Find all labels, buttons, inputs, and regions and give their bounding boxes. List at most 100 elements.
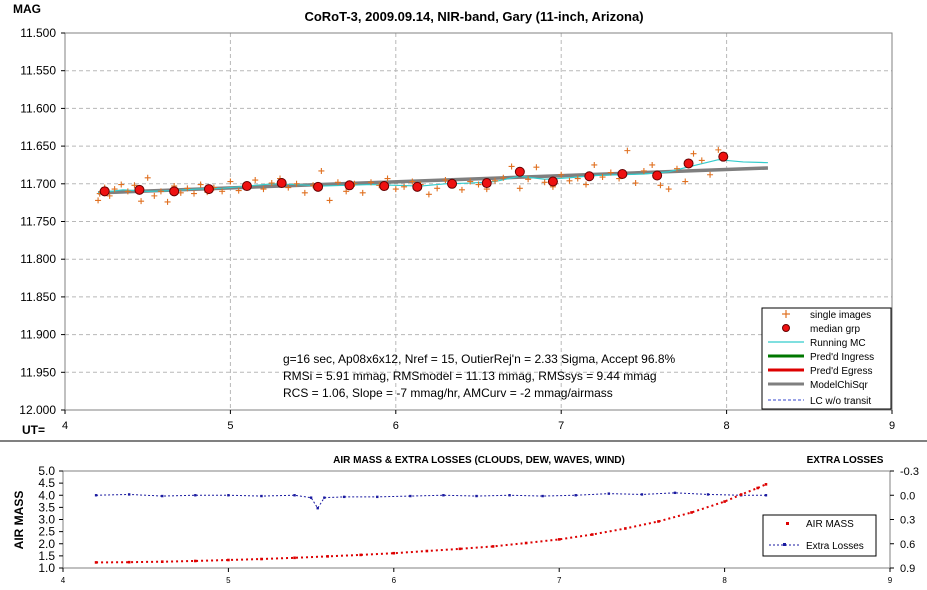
- single-image-point: [707, 171, 714, 178]
- single-image-point: [235, 187, 242, 194]
- median-group-point: [203, 184, 214, 195]
- median-group-point: [241, 181, 252, 192]
- single-image-point: [326, 197, 333, 204]
- single-image-point: [533, 164, 540, 171]
- bottom-y-tick-label: 4.0: [38, 488, 55, 502]
- extra-losses-point: [673, 491, 677, 495]
- median-group-point: [718, 151, 729, 162]
- airmass-point: [690, 511, 693, 514]
- bottom-y-ticks: 5.04.54.03.53.02.52.01.51.0: [38, 464, 63, 575]
- single-image-point: [111, 186, 118, 193]
- bottom-y-tick-label: 4.5: [38, 476, 55, 490]
- single-image-point: [293, 180, 300, 187]
- bottom-marks: [94, 483, 768, 564]
- top-y-tick-label: 11.500: [20, 26, 56, 40]
- airmass-point: [657, 520, 660, 523]
- median-group-point: [683, 158, 694, 169]
- median-group-point: [481, 178, 492, 189]
- bottom-x-tick-label: 6: [392, 576, 397, 585]
- bottom-y-tick-label: 2.0: [38, 537, 55, 551]
- legend-running-label: Running MC: [810, 338, 866, 349]
- single-image-point: [131, 182, 138, 189]
- median-group-point: [652, 170, 663, 181]
- note-line-3: RCS = 1.06, Slope = -7 mmag/hr, AMCurv =…: [283, 386, 613, 400]
- median-group-point: [584, 171, 595, 182]
- top-x-ticks: 4 5 6 7 8 9: [62, 410, 895, 432]
- single-image-point: [106, 192, 113, 199]
- single-image-point: [219, 188, 226, 195]
- single-image-point: [151, 192, 158, 199]
- airmass-point: [491, 545, 495, 548]
- top-x-tick-label: 8: [724, 420, 730, 432]
- single-image-point: [359, 189, 366, 196]
- single-image-point: [665, 186, 672, 193]
- bottom-chart-ylabel: AIR MASS: [12, 491, 26, 550]
- legend-airmass-marker: [786, 522, 789, 525]
- top-legend: single images median grp Running MC Pred…: [761, 307, 892, 410]
- top-marks: [95, 146, 769, 205]
- airmass-point: [392, 551, 396, 555]
- extra-losses-point: [574, 494, 577, 497]
- single-image-point: [640, 167, 647, 174]
- extra-losses-point: [293, 494, 296, 497]
- single-image-point: [541, 179, 548, 186]
- single-image-point: [124, 188, 131, 195]
- median-group-point: [617, 168, 628, 179]
- legend-single-marker: [782, 310, 790, 318]
- extra-losses-point: [260, 494, 263, 498]
- extra-losses-point: [640, 493, 644, 496]
- extra-losses-point: [227, 494, 230, 497]
- extra-losses-point: [161, 494, 164, 498]
- bottom-y2-tick-label: 0.3: [900, 515, 915, 527]
- top-x-tick-label: 5: [227, 420, 233, 432]
- single-image-point: [260, 186, 267, 193]
- airmass-point: [160, 560, 164, 563]
- bottom-y-tick-label: 3.0: [38, 513, 55, 527]
- bottom-y-tick-label: 1.5: [38, 549, 55, 563]
- bottom-y2-tick-label: 0.0: [900, 490, 915, 502]
- single-image-point: [434, 185, 441, 192]
- single-image-point: [138, 198, 145, 205]
- top-y-tick-label: 11.700: [20, 177, 56, 191]
- bottom-chart: AIR MASS & EXTRA LOSSES (CLOUDS, DEW, WA…: [12, 455, 919, 585]
- airmass-point: [94, 561, 98, 564]
- single-image-point: [184, 185, 191, 192]
- bottom-y2-ticks: -0.3 0.0 0.3 0.6 0.9: [890, 466, 919, 575]
- single-image-point: [367, 179, 374, 186]
- top-y-tick-label: 11.650: [20, 139, 56, 153]
- single-image-point: [698, 157, 705, 164]
- extra-losses-point: [475, 494, 478, 498]
- single-image-point: [673, 165, 680, 172]
- bottom-chart-right-title: EXTRA LOSSES: [807, 455, 884, 466]
- airmass-point: [764, 483, 768, 486]
- airmass-point: [557, 538, 561, 541]
- single-image-point: [252, 177, 259, 184]
- legend-single-label: single images: [810, 310, 871, 321]
- airmass-point: [590, 533, 594, 536]
- single-image-point: [144, 174, 151, 181]
- median-group-point: [514, 166, 525, 177]
- bottom-x-tick-label: 5: [226, 576, 231, 585]
- single-image-point: [401, 183, 408, 190]
- airmass-point: [227, 558, 230, 562]
- single-image-point: [409, 178, 416, 185]
- top-y-tick-label: 11.900: [20, 328, 56, 342]
- top-y-tick-label: 11.850: [20, 290, 56, 304]
- median-group-point: [447, 178, 458, 189]
- single-image-point: [442, 177, 449, 184]
- airmass-point: [260, 557, 263, 561]
- top-y-tick-label: 11.750: [20, 215, 56, 229]
- top-chart-xlabel: UT=: [22, 423, 45, 437]
- extra-losses-point: [194, 494, 197, 497]
- airmass-line: [96, 483, 767, 564]
- single-image-point: [285, 184, 292, 191]
- airmass-point: [359, 553, 363, 557]
- top-x-tick-label: 9: [889, 420, 895, 432]
- extra-losses-point: [94, 494, 98, 497]
- airmass-point: [458, 547, 462, 551]
- bottom-x-tick-label: 9: [888, 576, 893, 585]
- single-image-point: [318, 167, 325, 174]
- single-image-point: [574, 175, 581, 182]
- top-chart-title: CoRoT-3, 2009.09.14, NIR-band, Gary (11-…: [304, 9, 643, 24]
